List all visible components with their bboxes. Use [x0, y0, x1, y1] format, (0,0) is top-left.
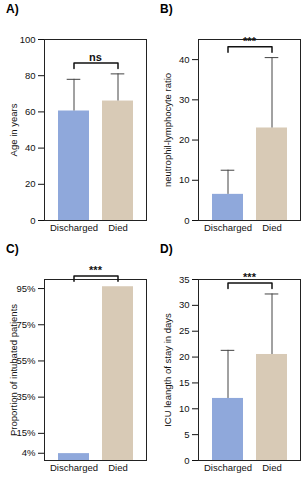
svg-text:***: *** [243, 35, 257, 47]
svg-text:35: 35 [179, 274, 190, 285]
svg-text:40: 40 [25, 142, 36, 153]
svg-text:***: *** [89, 264, 103, 276]
svg-text:Died: Died [262, 462, 282, 473]
svg-text:20: 20 [179, 134, 190, 145]
svg-text:25: 25 [179, 325, 190, 336]
svg-text:neutrophil-lymphocyte ratio: neutrophil-lymphocyte ratio [162, 73, 173, 187]
svg-text:5: 5 [184, 429, 189, 440]
svg-text:55%: 55% [16, 355, 36, 366]
svg-text:0: 0 [30, 215, 35, 226]
svg-text:100: 100 [20, 34, 36, 45]
html-text:D): D) [160, 242, 173, 256]
svg-text:10: 10 [179, 174, 190, 185]
svg-text:20: 20 [25, 178, 36, 189]
svg-text:30: 30 [179, 94, 190, 105]
svg-text:0: 0 [184, 215, 189, 226]
svg-text:Died: Died [108, 222, 128, 233]
svg-text:10: 10 [179, 403, 190, 414]
svg-text:30: 30 [179, 299, 190, 310]
svg-text:0: 0 [184, 455, 189, 466]
svg-text:Proportion of intubated patien: Proportion of intubated patients [8, 304, 19, 436]
svg-text:75%: 75% [16, 319, 36, 330]
svg-text:15%: 15% [16, 427, 36, 438]
svg-text:Discharged: Discharged [50, 462, 98, 473]
svg-text:ICU leangth of stay in days: ICU leangth of stay in days [162, 313, 173, 427]
svg-text:15: 15 [179, 377, 190, 388]
html-text:A): A) [6, 2, 19, 16]
svg-text:Died: Died [108, 462, 128, 473]
html-text:B): B) [160, 2, 173, 16]
svg-text:4%: 4% [22, 447, 36, 458]
svg-text:60: 60 [25, 106, 36, 117]
svg-text:Died: Died [262, 222, 282, 233]
svg-text:***: *** [243, 271, 257, 283]
svg-text:ns: ns [89, 51, 102, 63]
svg-text:40: 40 [179, 54, 190, 65]
svg-text:20: 20 [179, 351, 190, 362]
svg-text:Discharged: Discharged [204, 462, 252, 473]
svg-text:80: 80 [25, 70, 36, 81]
svg-text:Age in years: Age in years [8, 103, 19, 156]
svg-text:95%: 95% [16, 283, 36, 294]
svg-text:Discharged: Discharged [50, 222, 98, 233]
html-text:C): C) [6, 242, 19, 256]
svg-text:35%: 35% [16, 391, 36, 402]
svg-text:Discharged: Discharged [204, 222, 252, 233]
